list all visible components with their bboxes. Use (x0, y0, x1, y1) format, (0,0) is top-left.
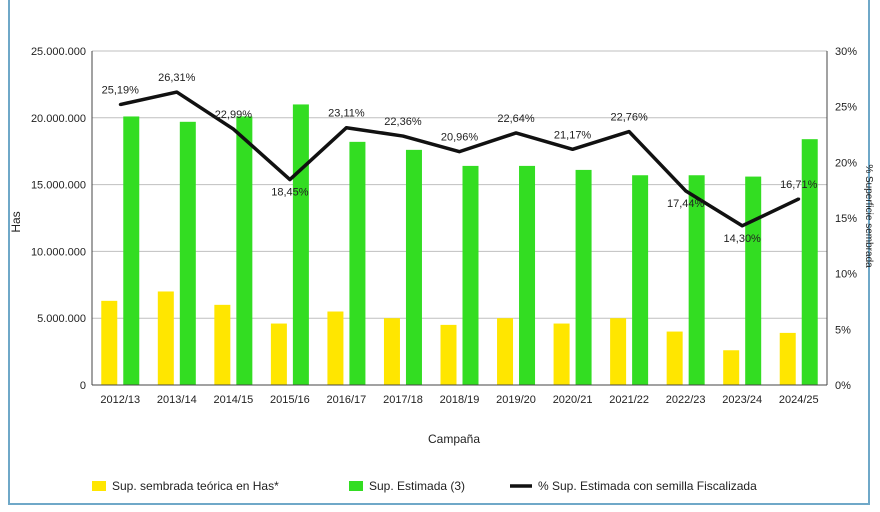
legend-swatch (92, 481, 106, 491)
percent-point (514, 131, 518, 135)
bar-sup-estimada (236, 116, 253, 386)
bar-sup-estimada (349, 141, 366, 385)
x-tick-label: 2021/22 (609, 394, 649, 406)
y2-tick-label: 10% (835, 269, 857, 281)
bar-sup-sembrada (101, 300, 118, 385)
legend-label: Sup. sembrada teórica en Has* (112, 479, 279, 493)
bar-sup-sembrada (497, 318, 514, 385)
bar-sup-estimada (292, 104, 309, 385)
x-axis-title: Campaña (428, 432, 480, 446)
x-tick-label: 2013/14 (157, 394, 197, 406)
gridlines (92, 50, 827, 319)
bar-sup-estimada (688, 175, 705, 385)
bar-sup-sembrada (666, 331, 683, 385)
y2-tick-label: 15% (835, 213, 857, 225)
bar-sup-sembrada (440, 324, 457, 385)
percent-point (571, 147, 575, 151)
percent-data-label: 22,99% (215, 109, 253, 121)
percent-data-label: 22,36% (384, 116, 422, 128)
x-tick-label: 2022/23 (666, 394, 706, 406)
data-labels: 25,19% 26,31% 22,99% 18,45% 23,11% 22,36% 20,9… (102, 72, 818, 245)
bar-sup-sembrada (779, 332, 796, 385)
x-tick-label: 2019/20 (496, 394, 536, 406)
bar-sup-estimada (801, 139, 818, 385)
percent-point (797, 197, 801, 201)
bar-sup-estimada (575, 169, 592, 385)
percent-point (684, 189, 688, 193)
x-tick-label: 2020/21 (553, 394, 593, 406)
bar-sup-estimada (405, 149, 422, 385)
y2-tick-label: 5% (835, 324, 851, 336)
percent-line (118, 90, 801, 228)
bar-sup-sembrada (327, 311, 344, 385)
bar-sup-sembrada (214, 304, 231, 385)
y2-tick-label: 25% (835, 102, 857, 114)
percent-point (458, 150, 461, 154)
percent-data-label: 23,11% (328, 108, 365, 120)
x-tick-label: 2014/15 (213, 394, 253, 406)
percent-point (118, 103, 122, 107)
bar-sup-sembrada (383, 318, 400, 385)
x-tick-label: 2023/24 (722, 394, 762, 406)
bar-sup-estimada (632, 175, 649, 385)
percent-data-label: 22,76% (610, 112, 648, 124)
percent-data-label: 21,17% (554, 129, 592, 141)
legend-label: Sup. Estimada (3) (369, 479, 465, 493)
bar-sup-estimada (519, 165, 536, 385)
percent-point (175, 90, 179, 94)
percent-data-label: 16,71% (780, 179, 818, 191)
percent-point (401, 134, 405, 138)
percent-data-label: 20,96% (441, 132, 479, 144)
bar-sup-estimada (123, 116, 140, 386)
bar-sup-estimada (745, 176, 762, 385)
percent-point (288, 178, 292, 182)
x-tick-label: 2017/18 (383, 394, 423, 406)
y-tick-label: 25.000.000 (31, 46, 86, 58)
percent-data-label: 22,64% (497, 113, 535, 125)
legend-label: % Sup. Estimada con semilla Fiscalizada (538, 479, 757, 493)
percent-point (740, 224, 744, 228)
legend-swatch (349, 481, 363, 491)
x-tick-label: 2018/19 (440, 394, 480, 406)
legend: Sup. sembrada teórica en Has* Sup. Estima… (92, 479, 757, 493)
bar-sup-sembrada (610, 318, 627, 385)
bar-sup-sembrada (553, 323, 570, 385)
percent-data-label: 26,31% (158, 72, 196, 84)
bar-sup-estimada (462, 165, 479, 385)
x-tick-label: 2015/16 (270, 394, 310, 406)
y-axis-title: Has (9, 211, 23, 232)
x-tick-label: 2016/17 (327, 394, 367, 406)
chart-frame (8, 0, 870, 505)
y-tick-label: 10.000.000 (31, 246, 86, 258)
y-tick-label: 20.000.000 (31, 113, 86, 125)
percent-point (344, 126, 348, 130)
y2-tick-label: 30% (835, 46, 857, 58)
percent-data-label: 14,30% (724, 233, 762, 245)
percent-data-label: 17,44% (667, 198, 705, 210)
bar-sup-estimada (179, 121, 196, 386)
y2-tick-label: 0% (835, 380, 851, 392)
bar-sup-sembrada (270, 323, 287, 385)
percent-data-label: 25,19% (102, 85, 140, 97)
percent-point (231, 127, 235, 131)
percent-data-label: 18,45% (271, 187, 309, 199)
bars (101, 104, 818, 386)
y2-tick-label: 20% (835, 157, 857, 169)
bar-sup-sembrada (157, 291, 174, 385)
y-tick-label: 15.000.000 (31, 180, 86, 192)
y-tick-label: 5.000.000 (37, 313, 86, 325)
bar-sup-sembrada (723, 350, 740, 385)
axes: 0 5.000.000 10.000.000 15.000.000 20.000.000… (31, 46, 857, 406)
percent-point (627, 130, 631, 134)
x-tick-label: 2024/25 (779, 394, 819, 406)
x-tick-label: 2012/13 (100, 394, 140, 406)
y2-axis-title: % Superficie sembrada (863, 164, 874, 268)
y-tick-label: 0 (80, 380, 86, 392)
